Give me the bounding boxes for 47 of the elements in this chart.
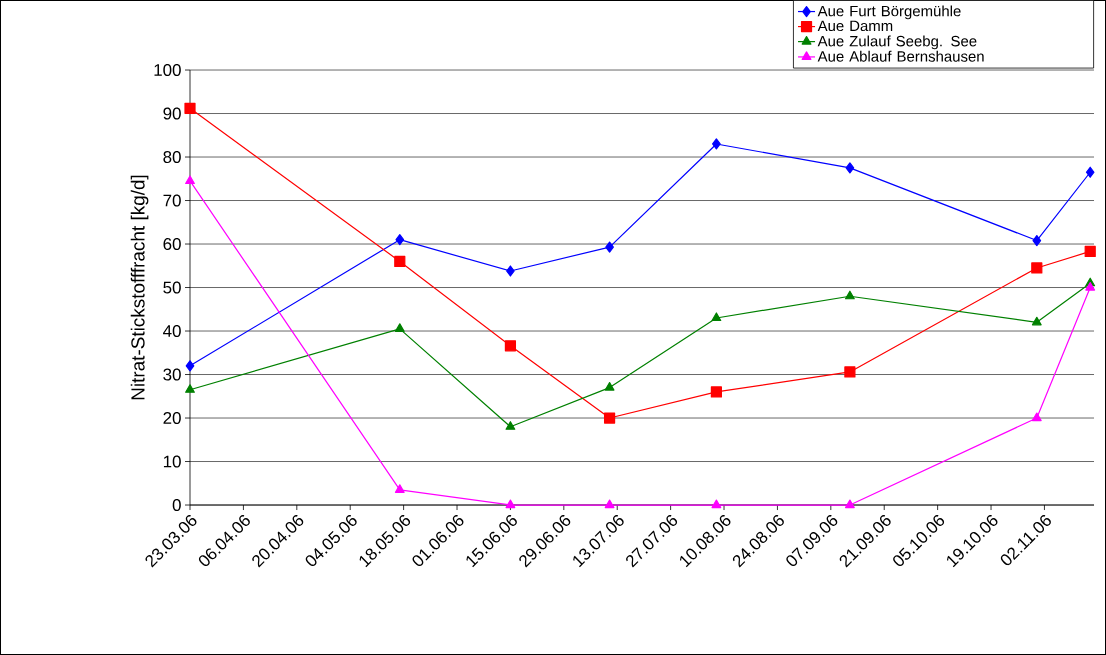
point <box>506 265 515 277</box>
point <box>1031 316 1042 326</box>
y-tick-label: 50 <box>163 281 181 294</box>
y-tick-label: 20 <box>163 412 181 425</box>
point <box>1085 166 1095 178</box>
point <box>712 138 721 150</box>
point <box>394 255 406 268</box>
legend-label: Aue Damm <box>817 20 893 32</box>
point <box>603 412 616 424</box>
y-axis-title: Nitrat-Stickstofffracht [kg/d] <box>130 175 149 400</box>
y-tick-label: 0 <box>172 499 181 512</box>
point <box>710 386 722 398</box>
point <box>504 340 517 352</box>
point <box>604 499 615 509</box>
point <box>844 499 855 509</box>
point <box>605 241 614 253</box>
point <box>185 384 195 393</box>
point <box>1085 281 1096 291</box>
point <box>711 499 722 509</box>
point <box>604 381 615 391</box>
y-tick-label: 30 <box>163 368 181 381</box>
point <box>1084 245 1096 258</box>
y-tick-label: 80 <box>163 151 181 164</box>
point <box>505 421 516 430</box>
point <box>1032 234 1042 247</box>
point <box>184 102 196 114</box>
point <box>505 499 516 509</box>
point <box>185 360 195 372</box>
y-tick-label: 40 <box>163 325 181 338</box>
point <box>1031 262 1043 274</box>
point <box>1031 412 1042 422</box>
y-tick-label: 10 <box>163 455 181 468</box>
point <box>394 323 405 332</box>
legend-label: Aue Zulauf Seebg. See <box>817 35 977 50</box>
y-tick-label: 70 <box>163 194 181 207</box>
point <box>394 484 405 493</box>
point <box>844 366 856 378</box>
point <box>845 162 855 174</box>
y-tick-label: 60 <box>163 238 181 251</box>
point <box>185 175 195 185</box>
point <box>844 290 855 300</box>
y-tick-label: 100 <box>154 64 181 77</box>
point <box>395 234 405 246</box>
legend-label: Aue Furt Börgemühle <box>817 5 961 20</box>
legend-label: Aue Ablauf Bernshausen <box>817 50 984 62</box>
point <box>711 312 722 322</box>
y-tick-label: 90 <box>163 107 181 120</box>
